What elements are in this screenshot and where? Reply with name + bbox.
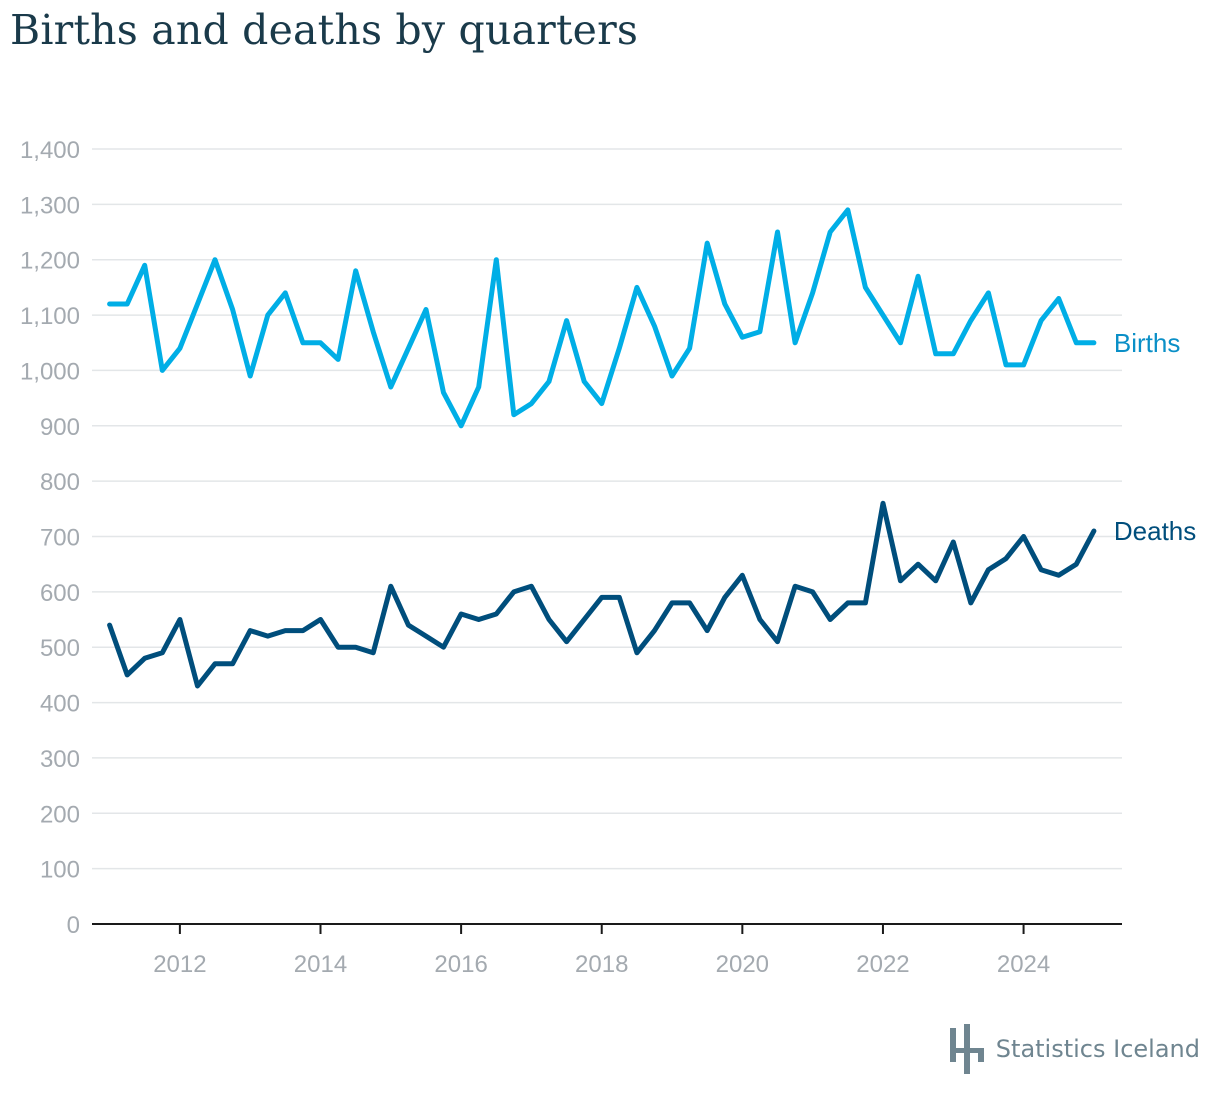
series-lines bbox=[107, 207, 1097, 689]
y-tick-label: 600 bbox=[40, 580, 80, 607]
y-tick-label: 1,300 bbox=[20, 192, 80, 219]
series-label-births: Births bbox=[1114, 328, 1180, 358]
series-line-births bbox=[107, 207, 1097, 429]
x-axis: 2012 2014 2016 2018 2020 2022 2024 bbox=[92, 923, 1122, 978]
y-tick-label: 1,100 bbox=[20, 303, 80, 330]
y-tick-label: 800 bbox=[40, 469, 80, 496]
y-tick-label: 1,000 bbox=[20, 358, 80, 385]
x-tick-label: 2012 bbox=[153, 951, 206, 978]
y-tick-label: 1,400 bbox=[20, 137, 80, 164]
y-axis-ticks: 0 100 200 300 400 500 600 700 800 900 1,000 1,100 1,… bbox=[20, 137, 80, 939]
y-tick-label: 400 bbox=[40, 691, 80, 718]
y-tick-label: 1,200 bbox=[20, 248, 80, 275]
x-tick-label: 2014 bbox=[294, 951, 347, 978]
x-tick-label: 2018 bbox=[575, 951, 628, 978]
series-label-deaths: Deaths bbox=[1114, 516, 1196, 546]
series-labels: Births Deaths bbox=[1114, 328, 1196, 546]
footer-brand-text: Statistics Iceland bbox=[995, 1035, 1200, 1063]
chart-title: Births and deaths by quarters bbox=[10, 6, 639, 54]
grid-lines bbox=[92, 148, 1122, 870]
y-tick-label: 300 bbox=[40, 746, 80, 773]
x-tick-label: 2024 bbox=[997, 951, 1050, 978]
y-tick-label: 100 bbox=[40, 857, 80, 884]
y-tick-label: 500 bbox=[40, 635, 80, 662]
y-tick-label: 0 bbox=[67, 912, 80, 939]
x-tick-label: 2020 bbox=[716, 951, 769, 978]
series-line-deaths bbox=[107, 500, 1097, 689]
statistics-iceland-logo-icon bbox=[949, 1024, 984, 1074]
y-tick-label: 900 bbox=[40, 414, 80, 441]
x-tick-label: 2016 bbox=[434, 951, 487, 978]
y-tick-label: 700 bbox=[40, 525, 80, 552]
y-tick-label: 200 bbox=[40, 801, 80, 828]
x-tick-label: 2022 bbox=[856, 951, 909, 978]
footer-brand: Statistics Iceland bbox=[948, 1024, 1200, 1074]
